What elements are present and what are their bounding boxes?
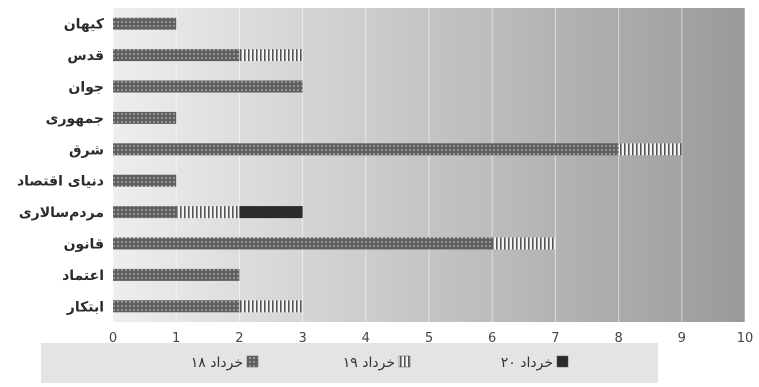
x-tick-label: 0 (109, 331, 117, 346)
x-tick-label: 10 (737, 331, 754, 346)
legend-swatch (398, 355, 411, 368)
bar-segment (113, 268, 240, 281)
legend-swatch (246, 355, 259, 368)
x-tick-label: 4 (362, 331, 370, 346)
x-tick-label: 7 (551, 331, 559, 346)
bar-segment (113, 300, 240, 313)
bar-segment (113, 174, 177, 187)
bar-segment (618, 143, 682, 156)
x-tick-label: 6 (488, 331, 496, 346)
legend: ۱۸ خرداد ۱۹ خرداد ۲۰ خرداد (41, 343, 658, 383)
bar-segment (113, 17, 177, 30)
x-tick-label: 2 (235, 331, 243, 346)
x-tick-label: 3 (298, 331, 306, 346)
category-label: مردم‌سالاری (19, 205, 104, 221)
bar-segment (113, 206, 177, 219)
category-label: اعتماد (62, 268, 104, 284)
category-label: قدس (67, 48, 104, 64)
category-label: قانون (64, 237, 104, 253)
x-tick-label: 8 (614, 331, 622, 346)
x-tick-labels: 0 1 2 3 4 5 6 7 8 9 10 (109, 331, 753, 346)
x-tick-label: 1 (172, 331, 180, 346)
bar-segment (492, 237, 556, 250)
bars (113, 17, 682, 313)
category-label: جمهوری (46, 111, 104, 127)
bar-segment (239, 49, 303, 62)
bar-segment (239, 300, 303, 313)
category-label: جوان (68, 80, 104, 96)
bar-segment (113, 111, 177, 124)
bar-segment (113, 80, 303, 93)
category-label: دنیای اقتصاد (17, 174, 104, 190)
x-tick-label: 9 (678, 331, 686, 346)
legend-swatch (556, 355, 569, 368)
category-label: ابتکار (66, 299, 104, 315)
category-label: کیهان (64, 17, 105, 33)
bar-segment (113, 237, 493, 250)
category-labels: کیهان قدس جوان جمهوری شرق دنیای اقتصاد مردم‌سا… (17, 17, 105, 316)
legend-label: ۱۹ خرداد (343, 355, 395, 371)
bar-segment (176, 206, 240, 219)
bar-segment (239, 206, 303, 219)
legend-label: ۱۸ خرداد (191, 355, 243, 371)
x-tick-label: 5 (425, 331, 433, 346)
legend-background (41, 343, 658, 383)
legend-label: ۲۰ خرداد (501, 355, 553, 371)
bar-segment (113, 49, 240, 62)
bar-segment (113, 143, 619, 156)
category-label: شرق (69, 142, 104, 158)
